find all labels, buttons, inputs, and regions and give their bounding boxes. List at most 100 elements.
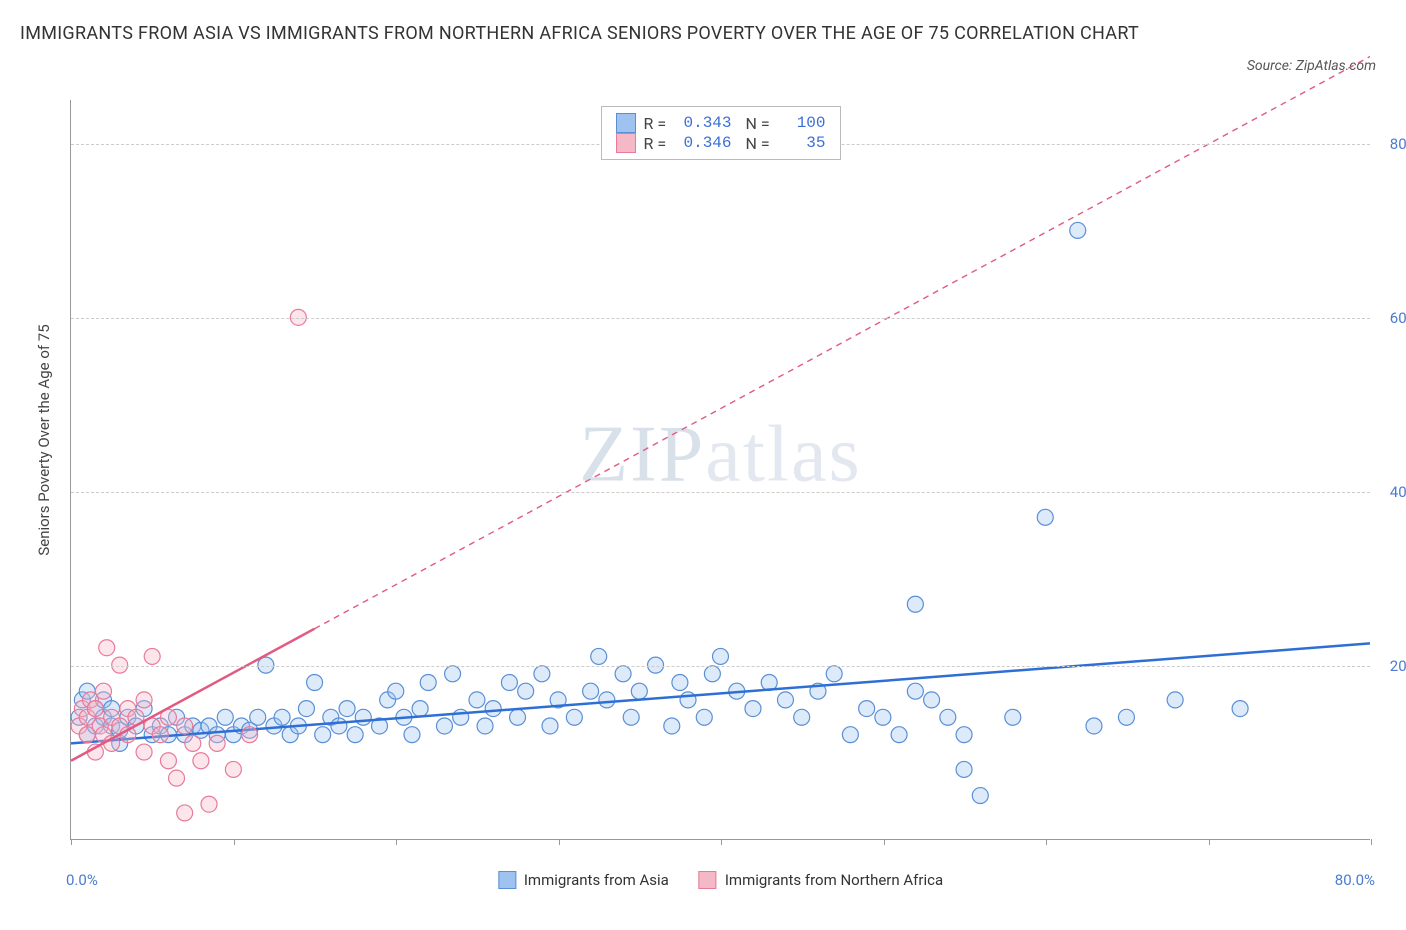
grid-line bbox=[71, 318, 1370, 319]
stat-label: N = bbox=[746, 134, 778, 153]
data-point bbox=[542, 718, 558, 734]
data-point bbox=[745, 701, 761, 717]
data-point bbox=[185, 735, 201, 751]
data-point bbox=[177, 805, 193, 821]
x-tick bbox=[1371, 839, 1372, 845]
data-point bbox=[1070, 222, 1086, 238]
data-point bbox=[664, 718, 680, 734]
data-point bbox=[169, 770, 185, 786]
data-point bbox=[136, 744, 152, 760]
data-point bbox=[599, 692, 615, 708]
x-tick bbox=[396, 839, 397, 845]
data-point bbox=[315, 727, 331, 743]
data-point bbox=[1086, 718, 1102, 734]
x-min-label: 0.0% bbox=[66, 871, 98, 889]
stats-legend-row: R = 0.346 N = 35 bbox=[616, 133, 826, 153]
data-point bbox=[1118, 709, 1134, 725]
data-point bbox=[136, 692, 152, 708]
grid-line bbox=[71, 666, 1370, 667]
stat-r-value: 0.343 bbox=[684, 114, 738, 132]
data-point bbox=[907, 683, 923, 699]
chart-title: IMMIGRANTS FROM ASIA VS IMMIGRANTS FROM … bbox=[20, 20, 1386, 47]
data-point bbox=[615, 666, 631, 682]
data-point bbox=[225, 761, 241, 777]
x-tick bbox=[559, 839, 560, 845]
data-point bbox=[956, 761, 972, 777]
data-point bbox=[713, 648, 729, 664]
data-point bbox=[956, 727, 972, 743]
data-point bbox=[1167, 692, 1183, 708]
data-point bbox=[826, 666, 842, 682]
legend-label: Immigrants from Asia bbox=[524, 871, 669, 889]
stats-legend-row: R = 0.343 N = 100 bbox=[616, 113, 826, 133]
data-point bbox=[1232, 701, 1248, 717]
data-point bbox=[307, 675, 323, 691]
data-point bbox=[940, 709, 956, 725]
data-point bbox=[591, 648, 607, 664]
data-point bbox=[160, 753, 176, 769]
trend-line-dashed bbox=[315, 57, 1370, 629]
x-tick bbox=[884, 839, 885, 845]
data-point bbox=[347, 727, 363, 743]
stat-label: R = bbox=[644, 134, 676, 153]
data-point bbox=[794, 709, 810, 725]
data-point bbox=[583, 683, 599, 699]
data-point bbox=[250, 709, 266, 725]
data-point bbox=[501, 675, 517, 691]
data-point bbox=[445, 666, 461, 682]
y-tick-label: 60.0% bbox=[1390, 309, 1406, 327]
y-axis-title: Seniors Poverty Over the Age of 75 bbox=[35, 324, 53, 555]
data-point bbox=[420, 675, 436, 691]
y-tick-label: 80.0% bbox=[1390, 135, 1406, 153]
y-tick-label: 40.0% bbox=[1390, 483, 1406, 501]
data-point bbox=[875, 709, 891, 725]
legend-item: Immigrants from Northern Africa bbox=[699, 871, 943, 889]
x-max-label: 80.0% bbox=[1335, 871, 1375, 889]
data-point bbox=[436, 718, 452, 734]
data-point bbox=[217, 709, 233, 725]
data-point bbox=[1037, 509, 1053, 525]
stat-r-value: 0.346 bbox=[684, 134, 738, 152]
stat-n-value: 100 bbox=[786, 114, 826, 132]
data-point bbox=[534, 666, 550, 682]
data-point bbox=[388, 683, 404, 699]
data-point bbox=[972, 788, 988, 804]
data-point bbox=[193, 753, 209, 769]
data-point bbox=[412, 701, 428, 717]
data-point bbox=[177, 718, 193, 734]
source-attribution: Source: ZipAtlas.com bbox=[1247, 58, 1376, 74]
x-tick bbox=[234, 839, 235, 845]
plot-svg bbox=[71, 100, 1370, 839]
stats-legend: R = 0.343 N = 100 R = 0.346 N = 35 bbox=[601, 106, 841, 160]
plot-area: ZIPatlas R =0.343N =100R =0.346N = 35 20… bbox=[70, 100, 1370, 840]
data-point bbox=[631, 683, 647, 699]
stat-n-value: 35 bbox=[786, 134, 826, 152]
data-point bbox=[152, 727, 168, 743]
data-point bbox=[510, 709, 526, 725]
y-tick-label: 20.0% bbox=[1390, 657, 1406, 675]
stat-label: N = bbox=[746, 114, 778, 133]
x-tick bbox=[71, 839, 72, 845]
legend-swatch bbox=[616, 133, 636, 153]
data-point bbox=[672, 675, 688, 691]
series-legend: Immigrants from Asia Immigrants from Nort… bbox=[498, 871, 943, 889]
data-point bbox=[924, 692, 940, 708]
data-point bbox=[209, 735, 225, 751]
data-point bbox=[404, 727, 420, 743]
data-point bbox=[469, 692, 485, 708]
data-point bbox=[99, 640, 115, 656]
legend-swatch bbox=[616, 113, 636, 133]
data-point bbox=[331, 718, 347, 734]
data-point bbox=[704, 666, 720, 682]
data-point bbox=[242, 727, 258, 743]
data-point bbox=[1005, 709, 1021, 725]
data-point bbox=[696, 709, 712, 725]
legend-swatch bbox=[699, 871, 717, 889]
legend-swatch bbox=[498, 871, 516, 889]
x-tick bbox=[721, 839, 722, 845]
x-tick bbox=[1209, 839, 1210, 845]
x-tick bbox=[1046, 839, 1047, 845]
data-point bbox=[144, 648, 160, 664]
data-point bbox=[355, 709, 371, 725]
stat-label: R = bbox=[644, 114, 676, 133]
